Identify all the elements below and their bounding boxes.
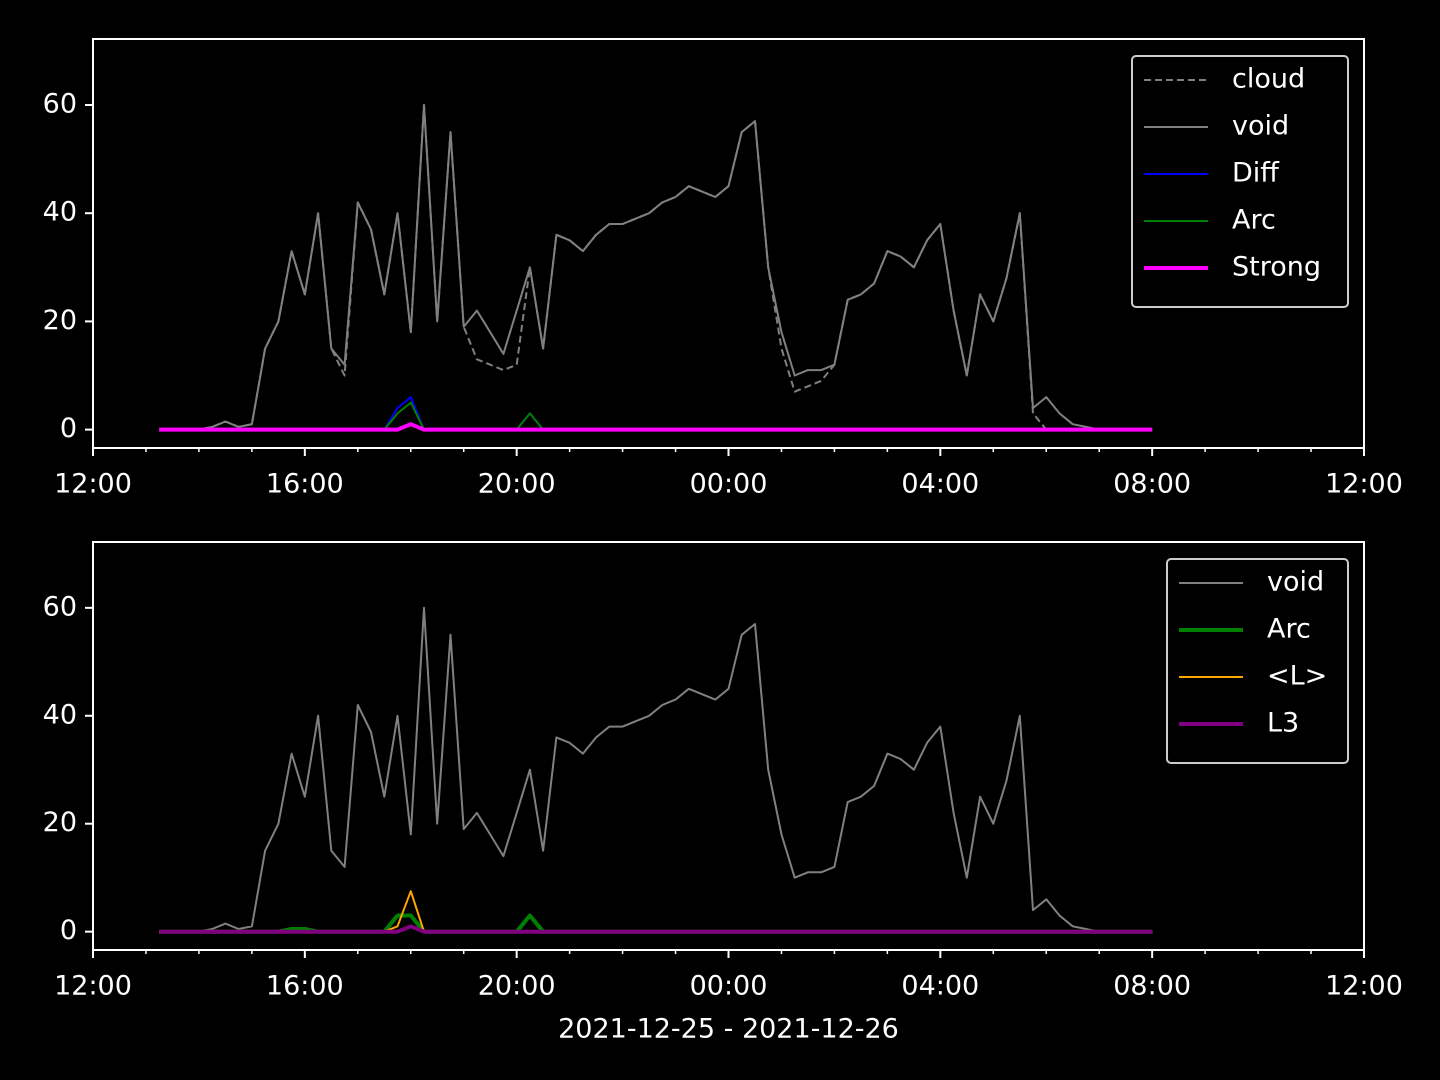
legend-label: Strong [1232,252,1321,283]
legend-label: cloud [1232,64,1305,95]
axes-frame [92,541,1365,951]
y-tick-label: 40 [43,699,77,730]
legend-label: Diff [1232,158,1280,189]
x-tick-label: 20:00 [478,469,556,500]
x-tick-label: 16:00 [266,469,344,500]
series-line [159,924,1153,934]
x-tick-label: 20:00 [478,971,556,1002]
x-tick-label: 04:00 [901,469,979,500]
x-tick-label: 12:00 [1325,971,1403,1002]
y-tick-label: 20 [43,807,77,838]
legend-frame [1131,55,1349,308]
axes-frame [92,38,1365,449]
axes: 0 20 40 60 12:00 16:00 20:00 00:00 04:00 08:00 12:… [43,38,1403,500]
x-axis-label: 2021-12-25 - 2021-12-26 [558,1014,899,1045]
legend-frame [1166,558,1349,764]
legend-label: void [1267,567,1324,598]
x-tick-label: 16:00 [266,971,344,1002]
x-tick-label: 12:00 [54,469,132,500]
series-line [159,422,1153,432]
legend-label: L3 [1267,708,1299,739]
series-line [159,104,1153,431]
series-line [159,606,1153,933]
legend: cloud void Diff Arc Strong [1131,55,1349,308]
x-tick-label: 00:00 [690,971,768,1002]
legend-label: void [1232,111,1289,142]
y-tick-label: 0 [60,413,77,444]
y-tick-label: 20 [43,305,77,336]
legend-label: <L> [1267,661,1327,692]
legend-label: Arc [1267,614,1311,645]
axes: 0 20 40 60 12:00 16:00 20:00 00:00 04:00 08:00 12:… [43,541,1403,1045]
x-tick-label: 12:00 [1325,469,1403,500]
y-tick-label: 0 [60,915,77,946]
y-tick-label: 40 [43,197,77,228]
y-tick-label: 60 [43,591,77,622]
x-tick-label: 04:00 [901,971,979,1002]
x-tick-label: 08:00 [1113,971,1191,1002]
legend-label: Arc [1232,205,1276,236]
y-tick-label: 60 [43,89,77,120]
x-tick-label: 12:00 [54,971,132,1002]
x-tick-label: 00:00 [690,469,768,500]
legend: void Arc <L> L3 [1166,558,1349,764]
x-tick-label: 08:00 [1113,469,1191,500]
